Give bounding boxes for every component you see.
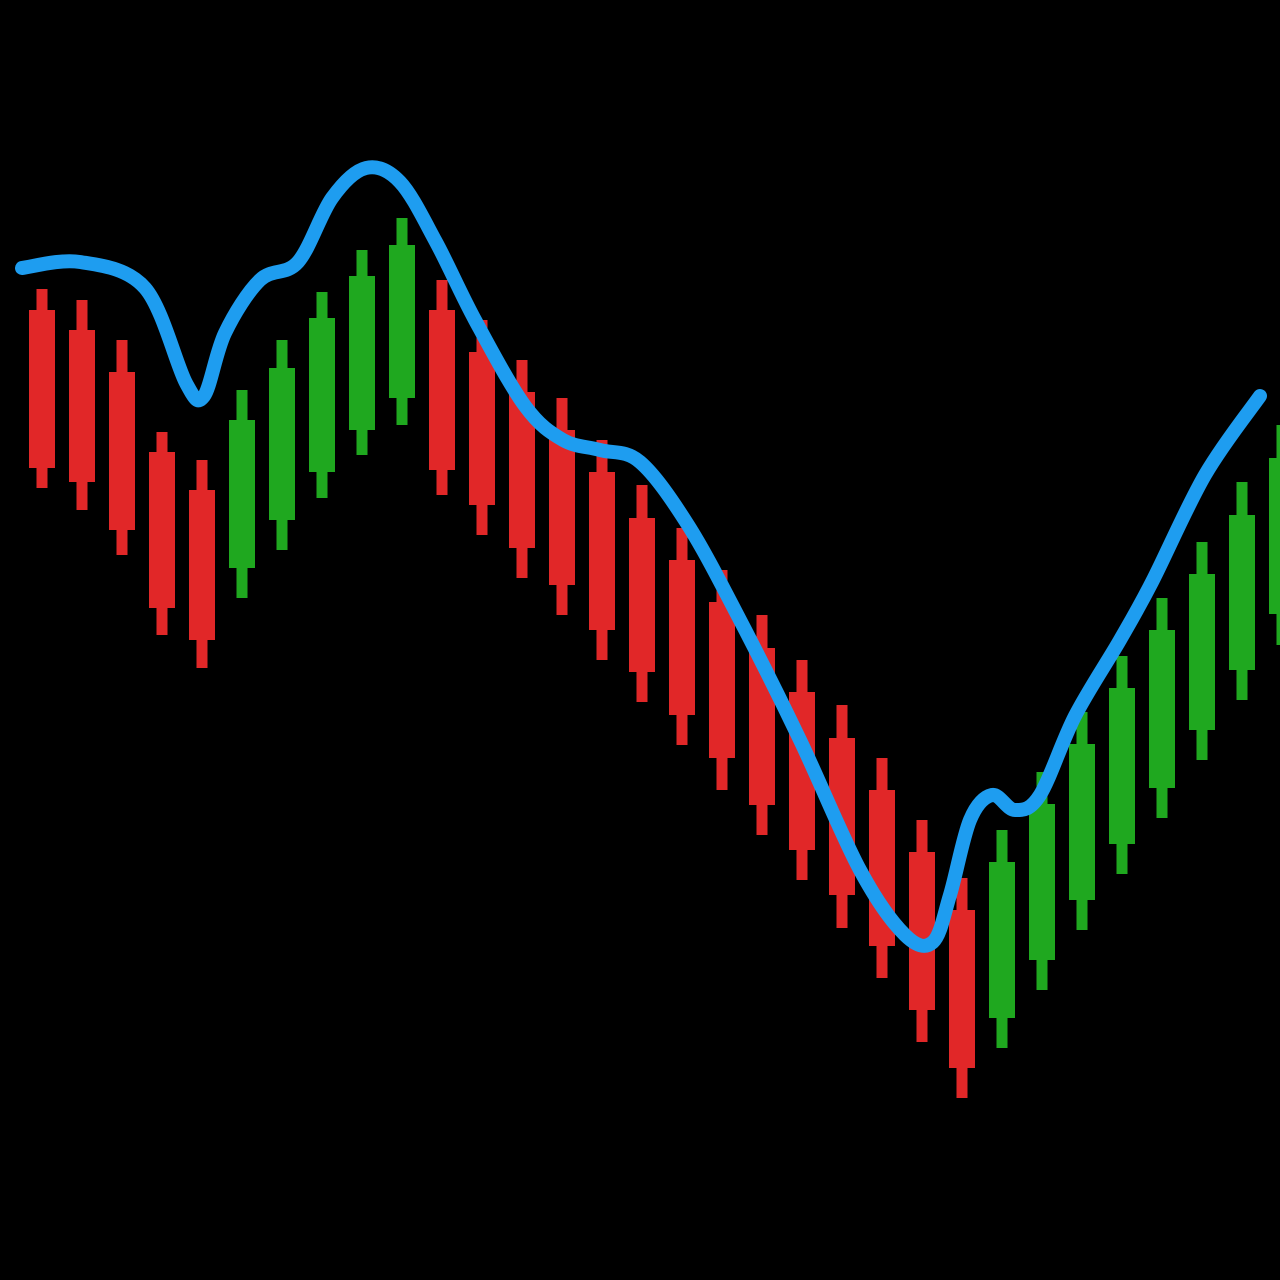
candle-body (669, 560, 695, 715)
candle-body (589, 472, 615, 630)
candle-body (709, 602, 735, 758)
candle-body (69, 330, 95, 482)
candle-body (389, 245, 415, 398)
candle-body (949, 910, 975, 1068)
candle-body (189, 490, 215, 640)
candle-body (989, 862, 1015, 1018)
candle-body (309, 318, 335, 472)
candle-body (109, 372, 135, 530)
candle-body (1029, 804, 1055, 960)
candle-body (1109, 688, 1135, 844)
candle-body (229, 420, 255, 568)
candle-body (1069, 744, 1095, 900)
candlestick-chart (0, 0, 1280, 1280)
candle-body (1269, 458, 1280, 614)
candle-body (29, 310, 55, 468)
candle-body (1229, 515, 1255, 670)
candle-body (149, 452, 175, 608)
candle-body (909, 852, 935, 1010)
candle-body (549, 430, 575, 585)
candle-body (269, 368, 295, 520)
candle-body (429, 310, 455, 470)
candle-body (469, 352, 495, 505)
candle-body (1149, 630, 1175, 788)
candle-body (349, 276, 375, 430)
candle-body (629, 518, 655, 672)
candle-body (1189, 574, 1215, 730)
